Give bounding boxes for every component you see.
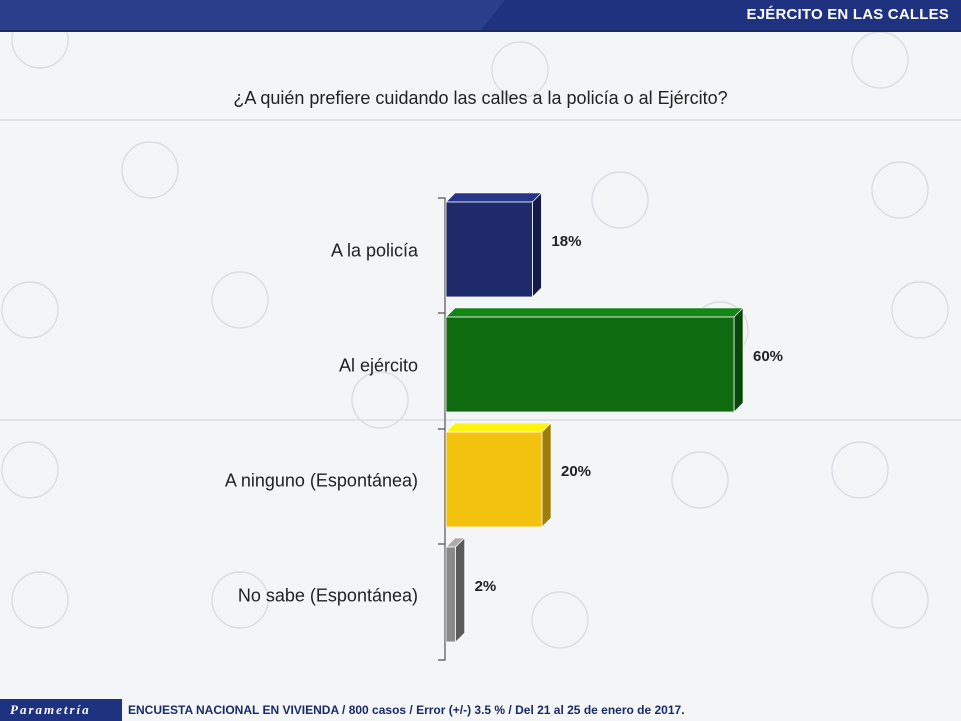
category-axis bbox=[438, 197, 446, 661]
category-label: A la policía bbox=[331, 241, 419, 261]
bar-side-face bbox=[733, 307, 744, 413]
category-label: No sabe (Espontánea) bbox=[238, 586, 418, 606]
value-label: 2% bbox=[475, 578, 497, 595]
survey-note: ENCUESTA NACIONAL EN VIVIENDA / 800 caso… bbox=[128, 703, 685, 717]
bar-ninguno bbox=[445, 422, 552, 528]
bar-front-face bbox=[445, 316, 735, 413]
header-tab bbox=[481, 0, 961, 30]
footer-bar: Parametría ENCUESTA NACIONAL EN VIVIENDA… bbox=[0, 699, 961, 721]
bar-top-face bbox=[445, 192, 543, 203]
bar-side-face bbox=[541, 422, 552, 528]
footer-logo-panel bbox=[0, 699, 122, 721]
category-label: Al ejército bbox=[339, 356, 418, 376]
bar-side-face bbox=[455, 537, 465, 643]
value-label: 60% bbox=[753, 348, 783, 365]
page-title: EJÉRCITO EN LAS CALLES bbox=[746, 6, 949, 23]
value-label: 18% bbox=[551, 233, 581, 250]
brand-logo: Parametría bbox=[10, 702, 91, 717]
bar-top-face bbox=[445, 307, 744, 318]
chart-question: ¿A quién prefiere cuidando las calles a … bbox=[233, 88, 728, 108]
bar-policia bbox=[445, 192, 543, 298]
bar-front-face bbox=[445, 546, 457, 643]
header-bar: EJÉRCITO EN LAS CALLES bbox=[0, 0, 961, 32]
category-label: A ninguno (Espontánea) bbox=[225, 471, 418, 491]
bar-front-face bbox=[445, 201, 533, 298]
value-label: 20% bbox=[561, 463, 591, 480]
bar-front-face bbox=[445, 431, 543, 528]
bar-nosabe bbox=[445, 537, 466, 643]
bar-ejercito bbox=[445, 307, 744, 413]
bar-side-face bbox=[532, 192, 542, 298]
bar-top-face bbox=[445, 422, 552, 433]
